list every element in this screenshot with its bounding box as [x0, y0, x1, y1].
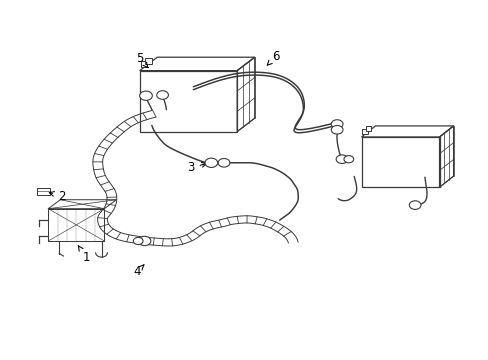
Polygon shape — [141, 61, 147, 67]
Circle shape — [218, 158, 229, 167]
Text: 4: 4 — [133, 265, 143, 278]
Circle shape — [133, 237, 143, 244]
Polygon shape — [362, 129, 367, 134]
Text: 6: 6 — [266, 50, 279, 65]
Circle shape — [330, 126, 342, 134]
Circle shape — [408, 201, 420, 210]
Text: 3: 3 — [187, 161, 206, 174]
Circle shape — [335, 155, 347, 163]
Circle shape — [204, 158, 217, 167]
Circle shape — [157, 91, 168, 99]
Circle shape — [138, 236, 151, 246]
Circle shape — [330, 120, 342, 129]
Bar — [37, 188, 50, 195]
Polygon shape — [365, 126, 370, 131]
Text: 1: 1 — [78, 246, 90, 264]
Text: 2: 2 — [49, 190, 65, 203]
Circle shape — [140, 91, 152, 100]
Circle shape — [343, 156, 353, 163]
Polygon shape — [145, 58, 152, 64]
Text: 5: 5 — [136, 51, 148, 68]
